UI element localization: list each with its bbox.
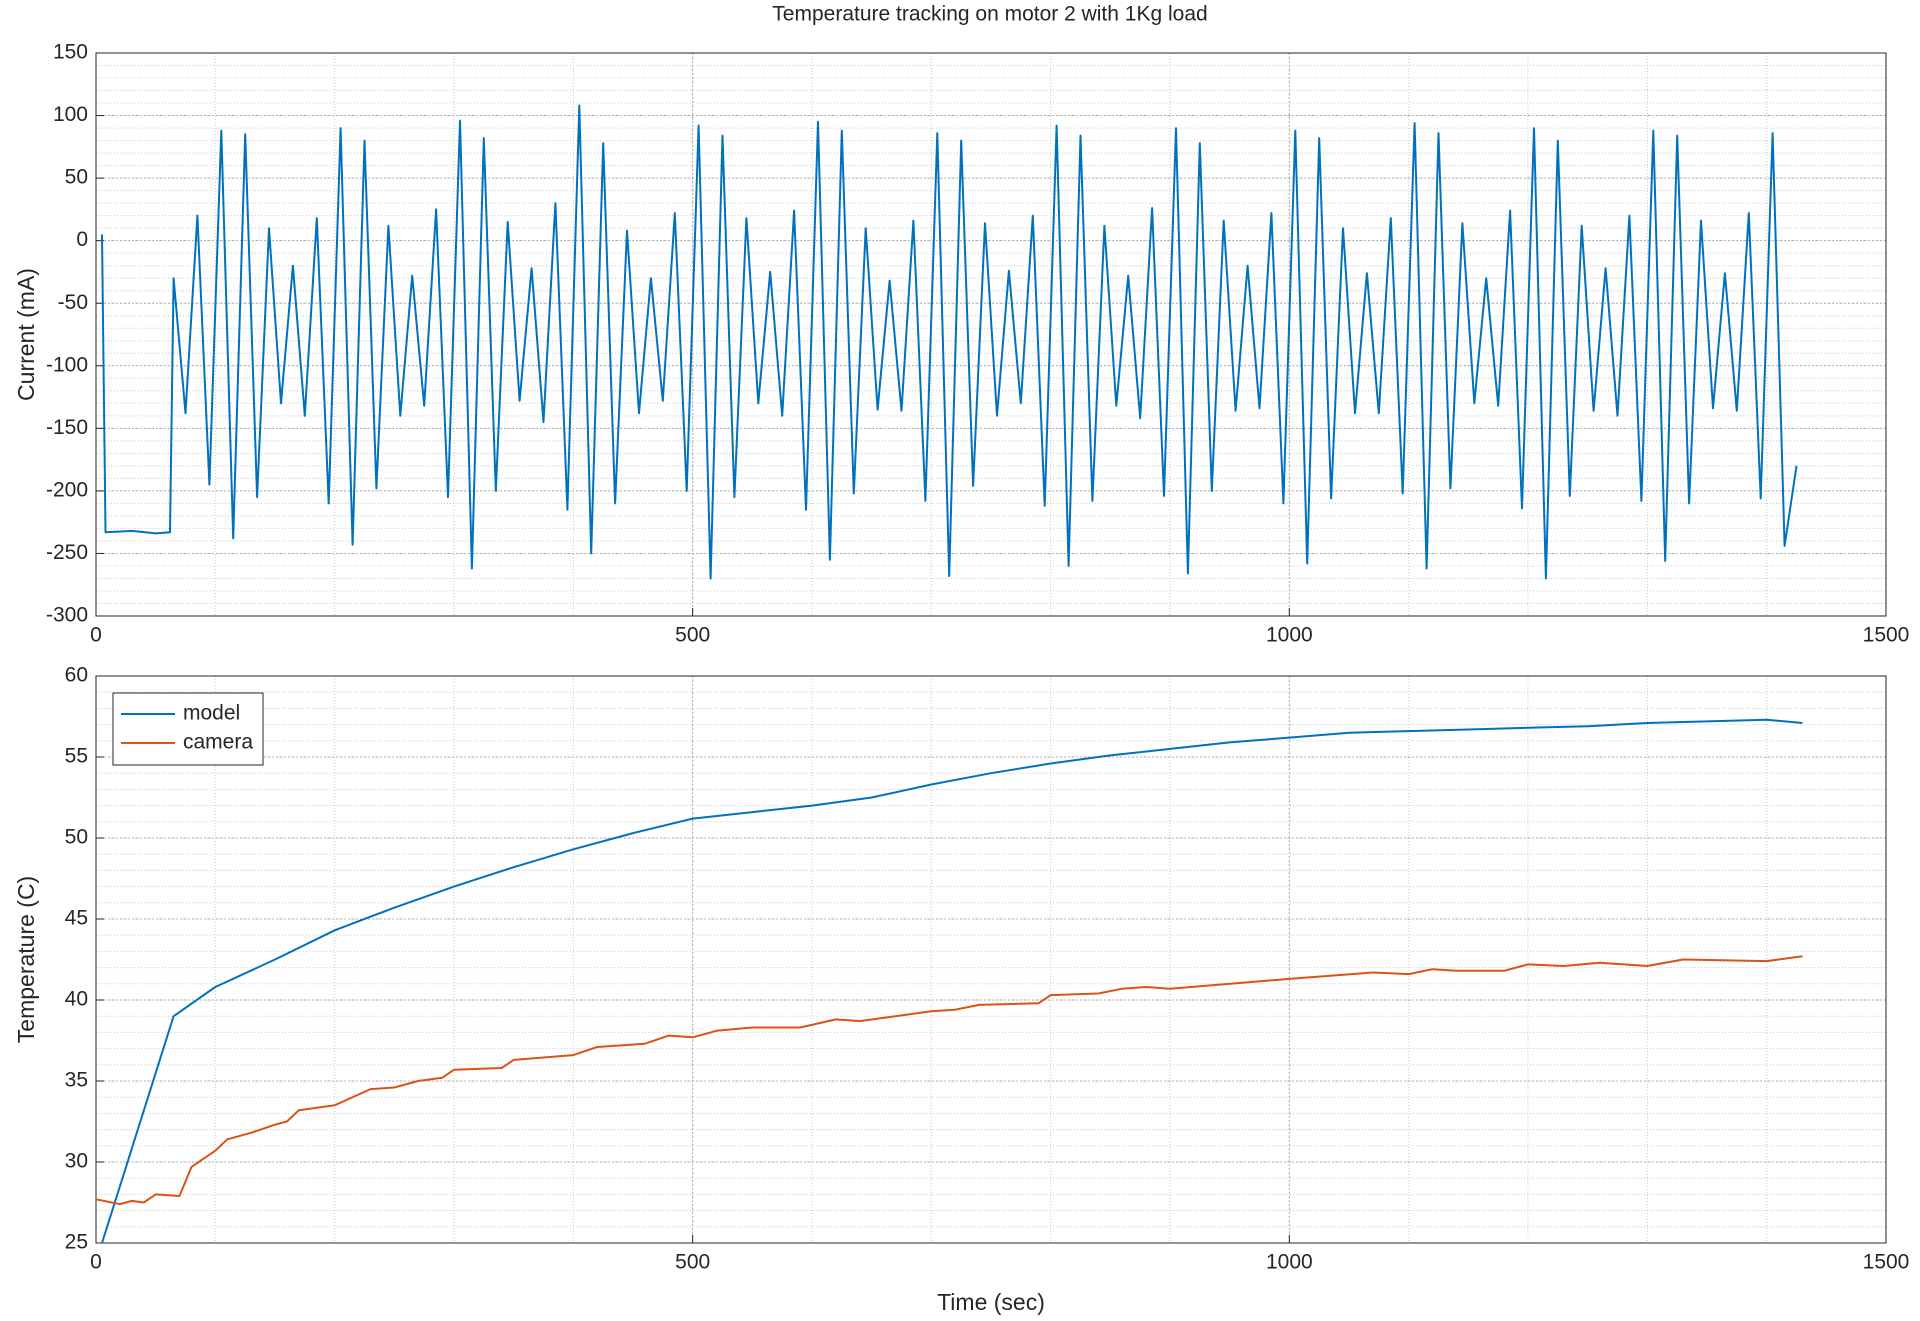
legend-label: camera	[183, 731, 253, 754]
y-tick-label: -200	[46, 478, 88, 501]
x-tick-label: 1000	[1266, 1251, 1313, 1274]
axes-box	[95, 675, 1887, 1244]
y-tick-label: -100	[46, 353, 88, 376]
plot-area	[96, 676, 1886, 1243]
y-tick-label: -250	[46, 541, 88, 564]
series-line	[101, 104, 1798, 580]
y-tick-label: 30	[65, 1150, 88, 1173]
series-line	[95, 955, 1803, 1206]
y-tick-label: 150	[53, 41, 88, 64]
x-tick-label: 1000	[1266, 624, 1313, 647]
y-tick-label: 35	[65, 1069, 88, 1092]
y-tick-label: -300	[46, 604, 88, 627]
y-tick-label: 50	[65, 166, 88, 189]
x-tick-label: 500	[675, 1251, 710, 1274]
y-tick-label: 0	[76, 228, 88, 251]
chart-title: Temperature tracking on motor 2 with 1Kg…	[772, 3, 1207, 26]
y-tick-label: 60	[65, 664, 88, 687]
y-tick-label: 25	[65, 1231, 88, 1254]
y-axis-label: Current (mA)	[13, 268, 39, 401]
axes-box	[95, 52, 1887, 617]
y-tick-label: 50	[65, 826, 88, 849]
legend-label: model	[183, 702, 240, 725]
series-line	[101, 718, 1803, 1244]
y-tick-label: 45	[65, 907, 88, 930]
x-tick-label: 0	[90, 624, 102, 647]
y-tick-label: -150	[46, 416, 88, 439]
y-tick-label: 40	[65, 988, 88, 1011]
legend-box	[112, 692, 264, 766]
x-tick-label: 500	[675, 624, 710, 647]
x-tick-label: 1500	[1863, 1251, 1910, 1274]
x-tick-label: 0	[90, 1251, 102, 1274]
y-tick-label: 100	[53, 103, 88, 126]
y-tick-label: -50	[58, 291, 88, 314]
x-axis-label: Time (sec)	[937, 1289, 1045, 1315]
y-axis-label: Temperature (C)	[13, 876, 39, 1043]
x-tick-label: 1500	[1863, 624, 1910, 647]
y-tick-label: 55	[65, 745, 88, 768]
